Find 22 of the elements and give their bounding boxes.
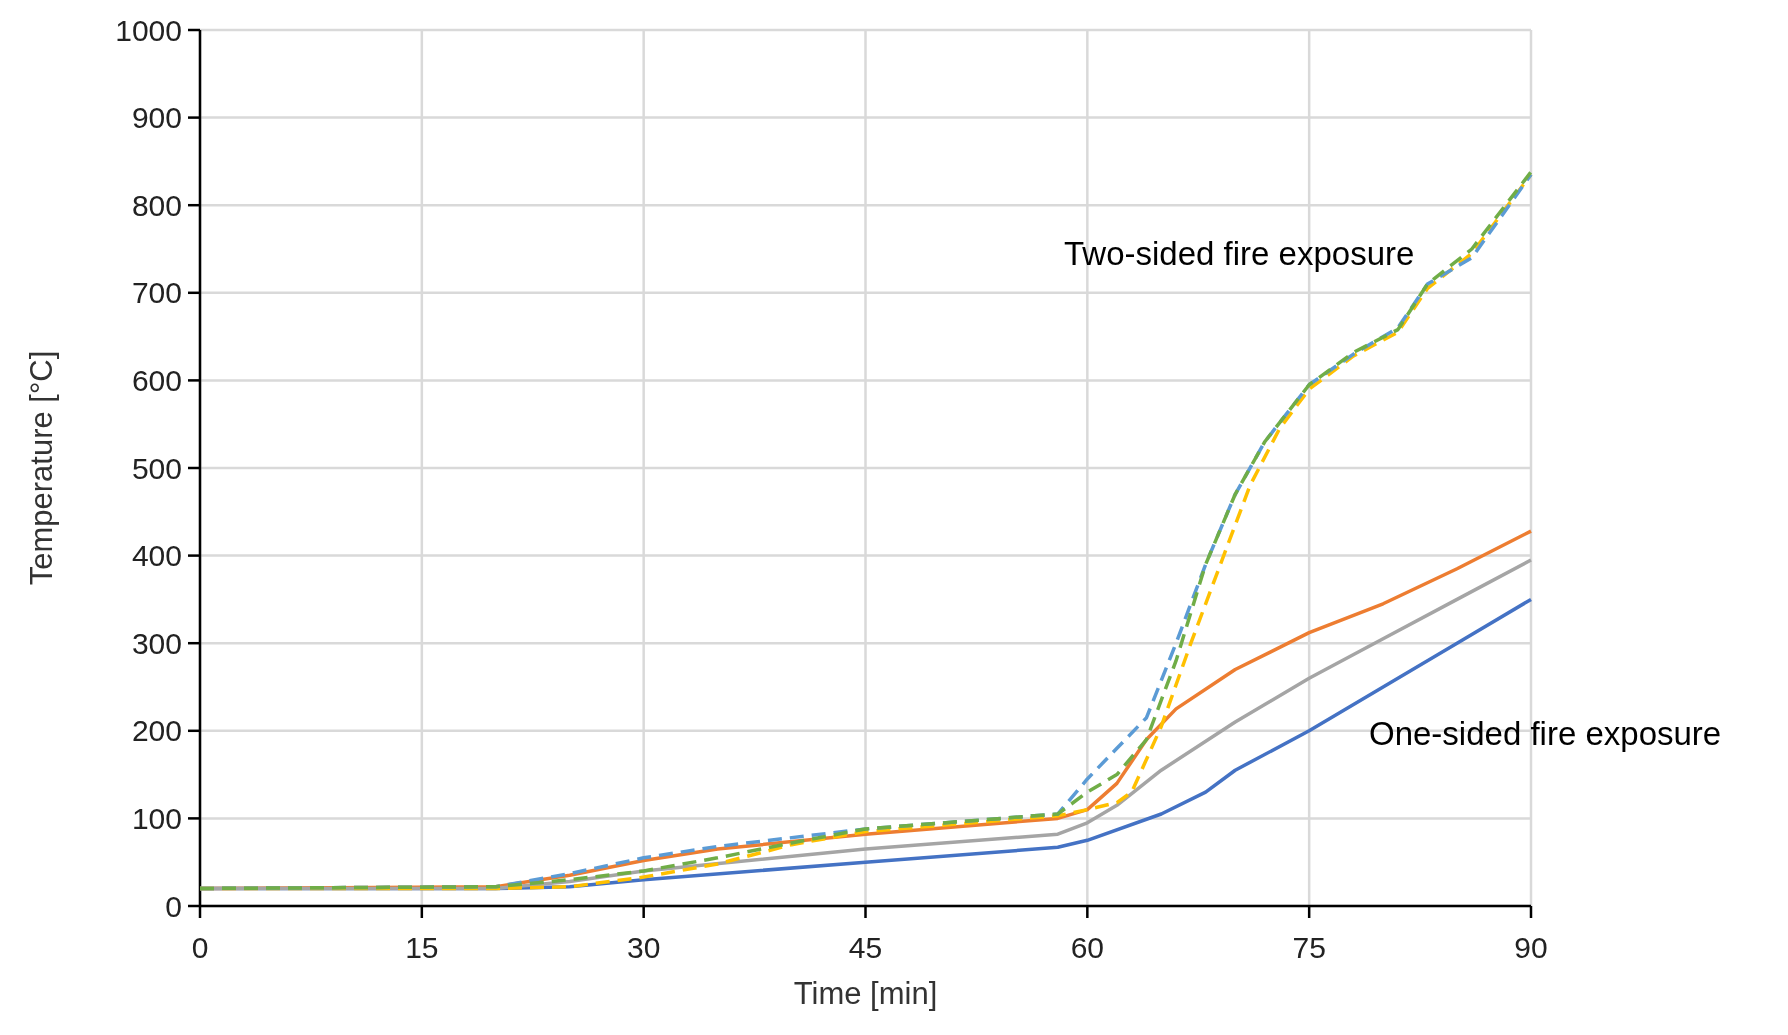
y-tick-label: 1000 <box>115 13 182 47</box>
y-tick-label: 500 <box>131 451 182 485</box>
annotation: One-sided fire exposure <box>1369 714 1722 752</box>
x-tick-label: 90 <box>1514 931 1548 964</box>
y-tick-label: 400 <box>131 539 182 573</box>
x-axis-title: Time [min] <box>793 976 938 1011</box>
x-tick-label: 30 <box>626 931 661 964</box>
x-tick-label: 45 <box>848 931 883 964</box>
y-tick-label: 300 <box>131 626 182 660</box>
x-tick-label: 60 <box>1070 931 1105 964</box>
x-tick-label: 0 <box>191 931 209 964</box>
x-tick-label: 15 <box>405 931 439 964</box>
y-tick-label: 600 <box>131 363 182 397</box>
x-tick-label: 75 <box>1292 931 1326 964</box>
annotation: Two-sided fire exposure <box>1064 234 1415 272</box>
y-axis-title: Temperature [°C] <box>24 350 59 586</box>
y-tick-label: 200 <box>131 714 182 748</box>
y-tick-label: 900 <box>131 101 182 135</box>
y-tick-label: 100 <box>131 801 182 835</box>
y-tick-label: 800 <box>131 188 182 222</box>
y-tick-label: 0 <box>165 889 182 923</box>
y-tick-label: 700 <box>131 276 182 310</box>
